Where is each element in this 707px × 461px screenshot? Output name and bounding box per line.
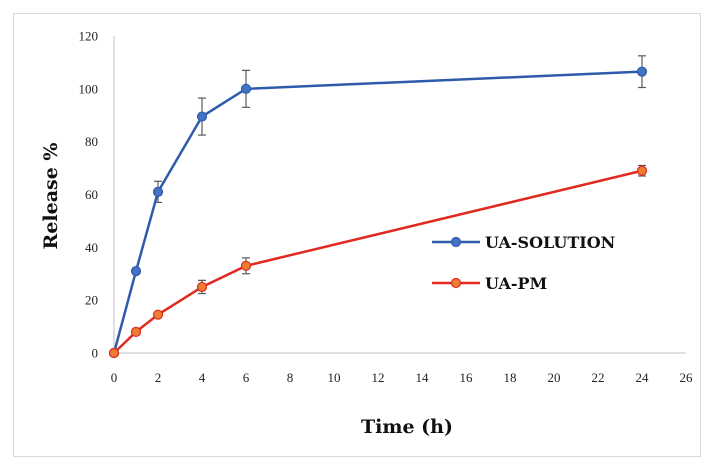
y-axis-title: Release %: [40, 143, 62, 250]
legend-marker: [450, 236, 462, 248]
data-point: [240, 260, 252, 271]
x-tick-label: 0: [111, 370, 118, 385]
x-tick-label: 2: [155, 370, 162, 385]
data-point: [130, 326, 142, 337]
x-axis-title: Time (h): [361, 416, 453, 438]
data-point: [152, 309, 164, 320]
series-1: [108, 55, 648, 359]
legend-marker: [450, 277, 462, 289]
y-tick-label: 40: [85, 240, 98, 255]
y-tick-label: 0: [92, 346, 99, 361]
data-point: [152, 186, 164, 197]
y-tick-label: 100: [79, 81, 99, 96]
x-tick-label: 18: [504, 370, 517, 385]
x-tick-label: 26: [680, 370, 694, 385]
y-tick-label: 80: [85, 134, 98, 149]
y-tick-label: 20: [85, 293, 98, 308]
x-tick-label: 10: [328, 370, 341, 385]
series-2: [108, 164, 648, 359]
x-tick-label: 8: [287, 370, 294, 385]
x-tick-label: 12: [372, 370, 385, 385]
axes: [113, 36, 686, 354]
x-tick-label: 24: [636, 370, 650, 385]
x-tick-label: 16: [460, 370, 474, 385]
data-point: [130, 266, 142, 277]
legend: UA-SOLUTION UA-PM: [432, 233, 615, 293]
data-point: [196, 111, 208, 122]
chart-frame: [13, 13, 701, 457]
series-line: [112, 70, 643, 354]
y-tick-label: 60: [85, 187, 98, 202]
series-layer: [108, 55, 648, 359]
legend-label: UA-PM: [485, 274, 547, 293]
data-point: [108, 347, 120, 359]
series-line: [113, 169, 643, 354]
y-tick-label: 120: [79, 29, 99, 44]
x-tick-label: 4: [199, 370, 206, 385]
data-point: [240, 83, 252, 94]
x-tick-label: 20: [548, 370, 561, 385]
data-point: [196, 281, 208, 293]
x-tick-label: 14: [416, 370, 430, 385]
legend-label: UA-SOLUTION: [485, 233, 615, 252]
data-point: [636, 165, 648, 176]
x-tick-label: 22: [592, 370, 605, 385]
data-point: [636, 66, 648, 77]
x-tick-label: 6: [243, 370, 250, 385]
